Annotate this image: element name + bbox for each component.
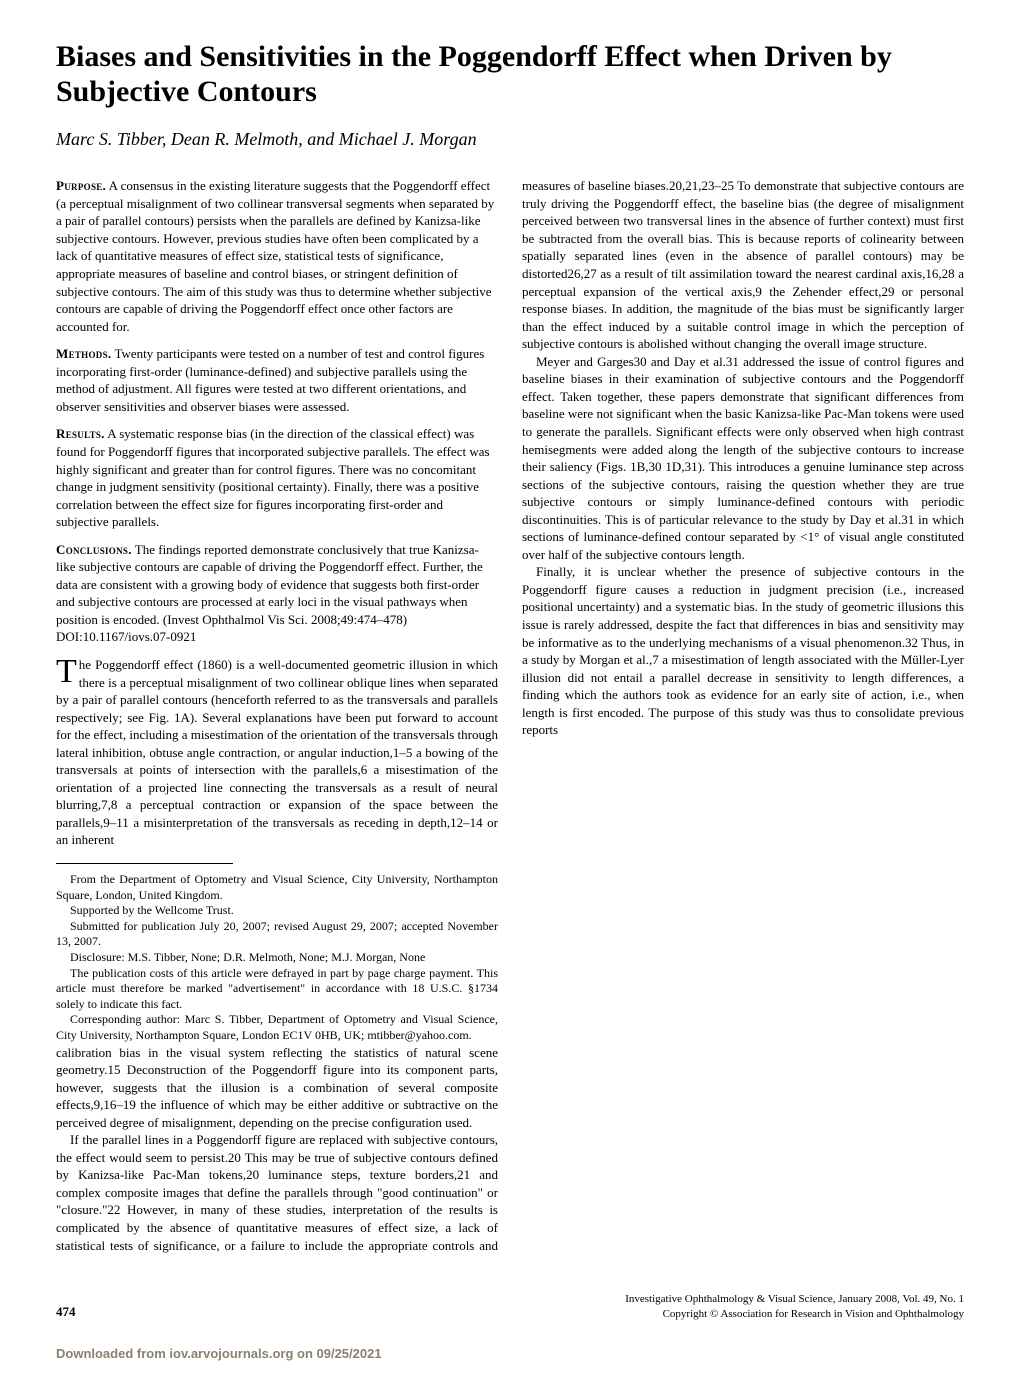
footer-journal-info: Investigative Ophthalmology & Visual Sci…	[625, 1292, 964, 1321]
abstract-label-purpose: Purpose.	[56, 178, 106, 193]
affil-corresponding: Corresponding author: Marc S. Tibber, De…	[56, 1012, 498, 1043]
abstract-results: Results. A systematic response bias (in …	[56, 425, 498, 530]
article-authors: Marc S. Tibber, Dean R. Melmoth, and Mic…	[56, 127, 964, 151]
body-paragraph-5: Finally, it is unclear whether the prese…	[522, 563, 964, 738]
affiliation-block: From the Department of Optometry and Vis…	[56, 872, 498, 1044]
abstract-methods: Methods. Twenty participants were tested…	[56, 345, 498, 415]
abstract-label-results: Results.	[56, 426, 105, 441]
footer-journal-line1: Investigative Ophthalmology & Visual Sci…	[625, 1292, 964, 1306]
abstract-text-purpose: A consensus in the existing literature s…	[56, 178, 494, 333]
two-column-body: Purpose. A consensus in the existing lit…	[56, 177, 964, 1262]
abstract-text-conclusions: The findings reported demonstrate conclu…	[56, 542, 483, 645]
page-footer: 474 Investigative Ophthalmology & Visual…	[56, 1292, 964, 1321]
download-watermark: Downloaded from iov.arvojournals.org on …	[56, 1345, 964, 1363]
affil-dates: Submitted for publication July 20, 2007;…	[56, 919, 498, 950]
body-paragraph-2: calibration bias in the visual system re…	[56, 1044, 498, 1132]
affil-disclosure: Disclosure: M.S. Tibber, None; D.R. Melm…	[56, 950, 498, 966]
footer-journal-line2: Copyright © Association for Research in …	[625, 1307, 964, 1321]
abstract-text-methods: Twenty participants were tested on a num…	[56, 346, 484, 414]
body-paragraph-4: Meyer and Garges30 and Day et al.31 addr…	[522, 353, 964, 564]
page-number: 474	[56, 1303, 76, 1321]
affil-dept: From the Department of Optometry and Vis…	[56, 872, 498, 903]
abstract-label-conclusions: Conclusions.	[56, 542, 132, 557]
affil-support: Supported by the Wellcome Trust.	[56, 903, 498, 919]
body-paragraph-1: The Poggendorff effect (1860) is a well-…	[56, 656, 498, 849]
affiliation-rule	[56, 863, 233, 864]
abstract-text-results: A systematic response bias (in the direc…	[56, 426, 490, 529]
abstract-purpose: Purpose. A consensus in the existing lit…	[56, 177, 498, 335]
affil-pagecharge: The publication costs of this article we…	[56, 966, 498, 1013]
abstract-label-methods: Methods.	[56, 346, 111, 361]
article-title: Biases and Sensitivities in the Poggendo…	[56, 40, 964, 109]
abstract-conclusions: Conclusions. The findings reported demon…	[56, 541, 498, 646]
